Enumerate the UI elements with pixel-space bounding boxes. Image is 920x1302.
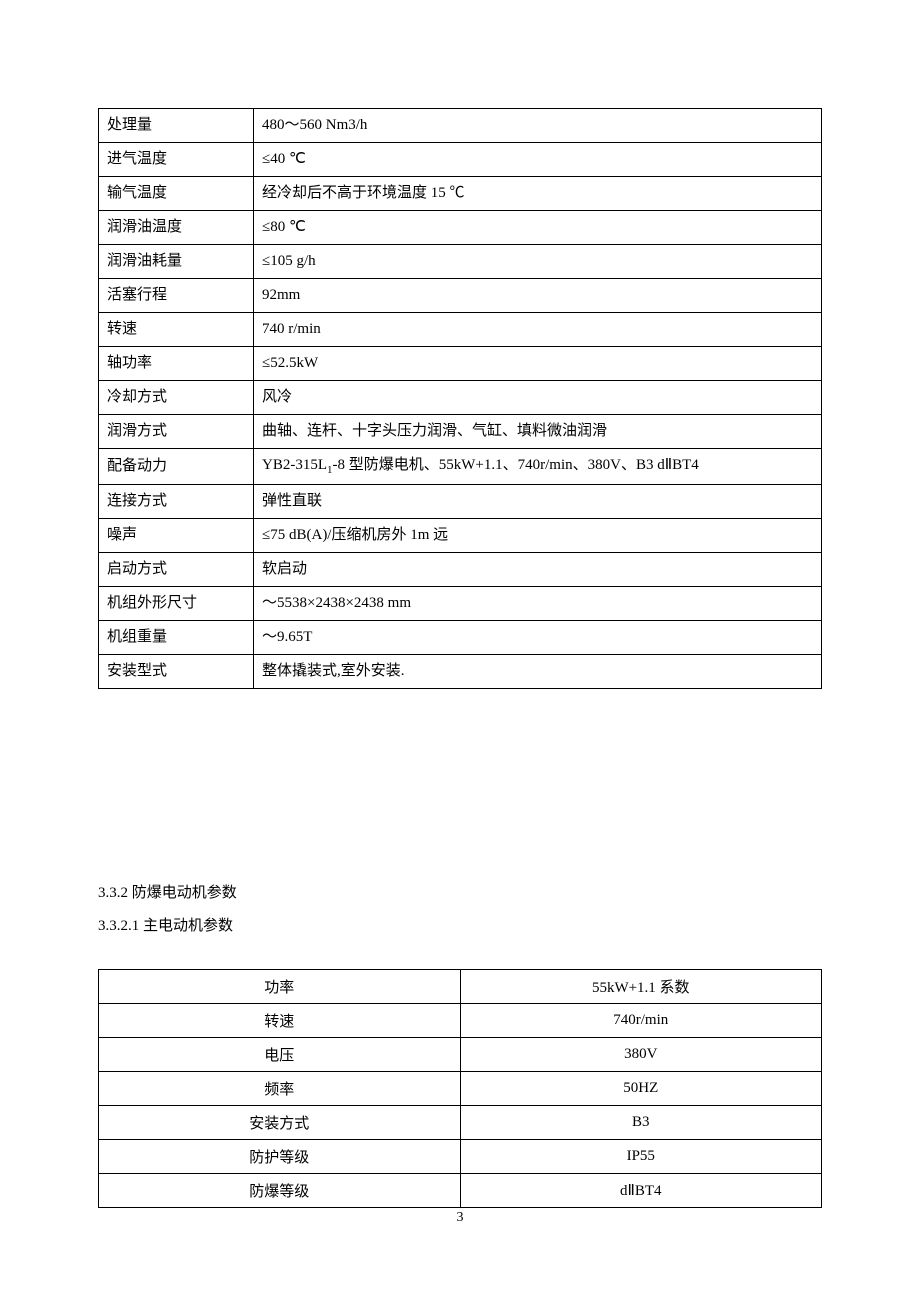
table-row: 安装型式 整体撬装式,室外安装. — [99, 655, 822, 689]
table-row: 连接方式 弹性直联 — [99, 485, 822, 519]
table-row: 转速 740 r/min — [99, 313, 822, 347]
table-row: 转速 740r/min — [99, 1004, 822, 1038]
table-row: 轴功率 ≤52.5kW — [99, 347, 822, 381]
spec-value: ≤52.5kW — [254, 347, 822, 381]
spec-value: 软启动 — [254, 553, 822, 587]
spec-label: 机组外形尺寸 — [99, 587, 254, 621]
spec-label: 防护等级 — [99, 1140, 461, 1174]
spec-value: 曲轴、连杆、十字头压力润滑、气缸、填料微油润滑 — [254, 415, 822, 449]
spec-value: IP55 — [460, 1140, 822, 1174]
spec-value: ≤80 ℃ — [254, 211, 822, 245]
spec-value: 50HZ — [460, 1072, 822, 1106]
spec-value: 740r/min — [460, 1004, 822, 1038]
table-row: 安装方式 B3 — [99, 1106, 822, 1140]
spec-label: 连接方式 — [99, 485, 254, 519]
table-row: 配备动力 YB2-315L1-8 型防爆电机、55kW+1.1、740r/min… — [99, 449, 822, 485]
spec-value: B3 — [460, 1106, 822, 1140]
table-row: 活塞行程 92mm — [99, 279, 822, 313]
spec-label: 润滑油耗量 — [99, 245, 254, 279]
table-row: 功率 55kW+1.1 系数 — [99, 970, 822, 1004]
spec-value: YB2-315L1-8 型防爆电机、55kW+1.1、740r/min、380V… — [254, 449, 822, 485]
spec-label: 处理量 — [99, 109, 254, 143]
spec-value: 经冷却后不高于环境温度 15 ℃ — [254, 177, 822, 211]
spec-label: 活塞行程 — [99, 279, 254, 313]
table-row: 润滑油温度 ≤80 ℃ — [99, 211, 822, 245]
spec-label: 配备动力 — [99, 449, 254, 485]
spec-value: ≤75 dB(A)/压缩机房外 1m 远 — [254, 519, 822, 553]
spec-label: 噪声 — [99, 519, 254, 553]
spec-value: 740 r/min — [254, 313, 822, 347]
table-row: 噪声 ≤75 dB(A)/压缩机房外 1m 远 — [99, 519, 822, 553]
spec-value: 380V — [460, 1038, 822, 1072]
table-row: 电压 380V — [99, 1038, 822, 1072]
spec-label: 转速 — [99, 313, 254, 347]
heading-3-3-2: 3.3.2 防爆电动机参数 — [98, 877, 822, 910]
table-row: 防爆等级 dⅡBT4 — [99, 1174, 822, 1208]
spec-table-1: 处理量 480～560 Nm3/h 进气温度 ≤40 ℃ 输气温度 经冷却后不高… — [98, 108, 822, 689]
table-row: 频率 50HZ — [99, 1072, 822, 1106]
spec-label: 轴功率 — [99, 347, 254, 381]
spec-label: 润滑方式 — [99, 415, 254, 449]
table-row: 输气温度 经冷却后不高于环境温度 15 ℃ — [99, 177, 822, 211]
table-row: 润滑油耗量 ≤105 g/h — [99, 245, 822, 279]
table-row: 冷却方式 风冷 — [99, 381, 822, 415]
spec-value: 480～560 Nm3/h — [254, 109, 822, 143]
spec-value: 弹性直联 — [254, 485, 822, 519]
page-content: 处理量 480～560 Nm3/h 进气温度 ≤40 ℃ 输气温度 经冷却后不高… — [98, 108, 822, 1208]
spec-value: 55kW+1.1 系数 — [460, 970, 822, 1004]
spec-label: 转速 — [99, 1004, 461, 1038]
spec-label: 机组重量 — [99, 621, 254, 655]
spec-value: 风冷 — [254, 381, 822, 415]
motor-model-prefix: YB2-315L — [262, 457, 327, 473]
table-row: 防护等级 IP55 — [99, 1140, 822, 1174]
section-headings: 3.3.2 防爆电动机参数 3.3.2.1 主电动机参数 — [98, 877, 822, 943]
spec-value: ～9.65T — [254, 621, 822, 655]
spec-value: dⅡBT4 — [460, 1174, 822, 1208]
table-row: 处理量 480～560 Nm3/h — [99, 109, 822, 143]
motor-model-suffix: -8 型防爆电机、55kW+1.1、740r/min、380V、B3 dⅡBT4 — [333, 457, 699, 473]
spec-value: ～5538×2438×2438 mm — [254, 587, 822, 621]
spec-value: ≤40 ℃ — [254, 143, 822, 177]
table-row: 机组外形尺寸 ～5538×2438×2438 mm — [99, 587, 822, 621]
spec-value: ≤105 g/h — [254, 245, 822, 279]
spec-label: 防爆等级 — [99, 1174, 461, 1208]
heading-3-3-2-1: 3.3.2.1 主电动机参数 — [98, 910, 822, 943]
table-row: 润滑方式 曲轴、连杆、十字头压力润滑、气缸、填料微油润滑 — [99, 415, 822, 449]
spec-value: 92mm — [254, 279, 822, 313]
spec-label: 安装方式 — [99, 1106, 461, 1140]
table-row: 启动方式 软启动 — [99, 553, 822, 587]
spec-label: 电压 — [99, 1038, 461, 1072]
page-number: 3 — [0, 1210, 920, 1226]
spec-label: 启动方式 — [99, 553, 254, 587]
spec-label: 安装型式 — [99, 655, 254, 689]
spec-label: 冷却方式 — [99, 381, 254, 415]
spec-label: 润滑油温度 — [99, 211, 254, 245]
motor-spec-table: 功率 55kW+1.1 系数 转速 740r/min 电压 380V 频率 50… — [98, 969, 822, 1208]
spec-value: 整体撬装式,室外安装. — [254, 655, 822, 689]
table-row: 进气温度 ≤40 ℃ — [99, 143, 822, 177]
spec-label: 频率 — [99, 1072, 461, 1106]
spec-label: 功率 — [99, 970, 461, 1004]
spec-label: 进气温度 — [99, 143, 254, 177]
spec-label: 输气温度 — [99, 177, 254, 211]
table-row: 机组重量 ～9.65T — [99, 621, 822, 655]
